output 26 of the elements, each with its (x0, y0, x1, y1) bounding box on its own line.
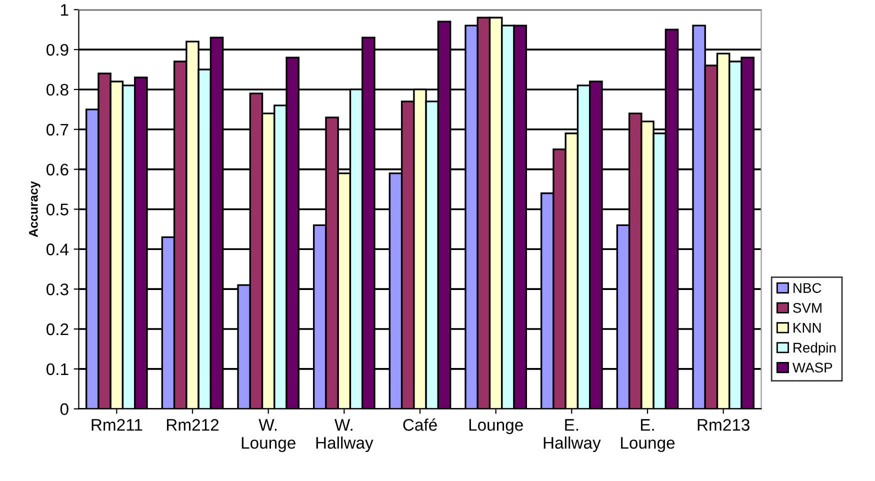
y-tick-label: 0 (60, 403, 68, 416)
y-tick-label: 0.6 (46, 164, 68, 176)
y-tick-label: 0.8 (46, 84, 68, 96)
x-tick-label: Rm211 (92, 419, 142, 431)
legend-label: NBC (794, 283, 822, 293)
x-tick-label: E. Hallway (544, 419, 601, 452)
y-tick-label: 0.7 (46, 124, 68, 136)
y-axis-title: Accuracy (29, 181, 40, 238)
y-tick-label: 0.4 (46, 244, 69, 256)
x-tick-label: E. Lounge (621, 419, 675, 452)
legend-label: KNN (794, 323, 821, 333)
y-tick-label: 1 (61, 4, 68, 16)
legend-label: Redpin (794, 342, 836, 356)
x-tick-label: Rm213 (698, 419, 750, 431)
x-tick-label: Rm212 (167, 419, 219, 431)
y-tick-label: 0.1 (46, 363, 68, 376)
x-tick-label: Café (403, 418, 437, 431)
legend-label: SVM (793, 303, 822, 313)
y-tick-label: 0.3 (46, 283, 68, 296)
y-tick-label: 0.2 (46, 323, 68, 336)
x-tick-label: W. Lounge (242, 419, 296, 452)
legend-label: WASP (792, 362, 832, 373)
x-tick-label: W. Hallway (316, 419, 374, 452)
y-tick-label: 0.9 (46, 44, 68, 56)
x-tick-label: Lounge (469, 419, 523, 434)
y-tick-label: 0.5 (46, 204, 68, 216)
